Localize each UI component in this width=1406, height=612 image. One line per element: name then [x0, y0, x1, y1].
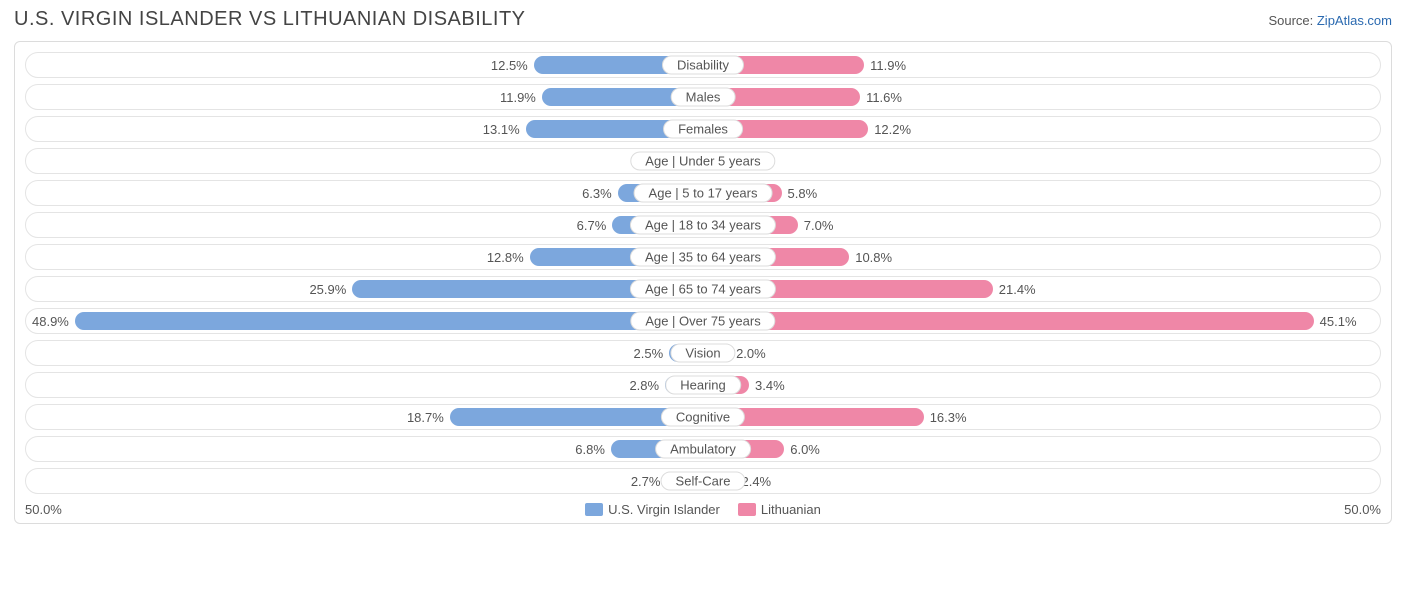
row-left-value: 48.9%	[26, 314, 75, 329]
row-left-half: 6.7%	[26, 213, 703, 237]
row-left-value: 6.3%	[576, 186, 618, 201]
legend-label-left: U.S. Virgin Islander	[608, 502, 720, 517]
chart-row: 6.3% 5.8% Age | 5 to 17 years	[25, 180, 1381, 206]
row-category-label: Age | Over 75 years	[630, 312, 775, 331]
row-category-label: Males	[671, 88, 736, 107]
row-left-value: 12.5%	[485, 58, 534, 73]
row-category-label: Ambulatory	[655, 440, 751, 459]
row-right-half: 11.9%	[703, 53, 1380, 77]
row-category-label: Age | 35 to 64 years	[630, 248, 776, 267]
row-right-value: 45.1%	[1314, 314, 1363, 329]
row-right-value: 16.3%	[924, 410, 973, 425]
row-left-half: 48.9%	[26, 309, 703, 333]
row-left-value: 2.8%	[623, 378, 665, 393]
row-left-value: 2.5%	[628, 346, 670, 361]
chart-title: U.S. VIRGIN ISLANDER VS LITHUANIAN DISAB…	[14, 8, 526, 31]
row-left-value: 18.7%	[401, 410, 450, 425]
axis-right-label: 50.0%	[1344, 502, 1381, 517]
row-category-label: Self-Care	[661, 472, 746, 491]
row-left-value: 6.7%	[571, 218, 613, 233]
chart-row: 11.9% 11.6% Males	[25, 84, 1381, 110]
row-category-label: Age | 65 to 74 years	[630, 280, 776, 299]
row-category-label: Vision	[670, 344, 735, 363]
chart-container: 12.5% 11.9% Disability 11.9% 11.6% Males 13.1%…	[14, 41, 1392, 524]
row-right-value: 10.8%	[849, 250, 898, 265]
row-right-half: 6.0%	[703, 437, 1380, 461]
row-left-value: 13.1%	[477, 122, 526, 137]
legend-swatch-left	[585, 503, 603, 516]
row-right-half: 2.4%	[703, 469, 1380, 493]
row-right-value: 7.0%	[798, 218, 840, 233]
row-right-half: 3.4%	[703, 373, 1380, 397]
row-category-label: Disability	[662, 56, 744, 75]
row-right-value: 11.6%	[860, 90, 908, 105]
row-category-label: Cognitive	[661, 408, 745, 427]
chart-row: 12.5% 11.9% Disability	[25, 52, 1381, 78]
row-left-half: 13.1%	[26, 117, 703, 141]
row-right-value: 12.2%	[868, 122, 917, 137]
axis-left-label: 50.0%	[25, 502, 62, 517]
row-left-value: 6.8%	[569, 442, 611, 457]
chart-footer: 50.0% U.S. Virgin Islander Lithuanian 50…	[25, 502, 1381, 517]
row-right-half: 1.6%	[703, 149, 1380, 173]
row-left-half: 2.8%	[26, 373, 703, 397]
legend-item-right: Lithuanian	[738, 502, 821, 517]
header: U.S. VIRGIN ISLANDER VS LITHUANIAN DISAB…	[14, 8, 1392, 31]
chart-rows: 12.5% 11.9% Disability 11.9% 11.6% Males 13.1%…	[25, 52, 1381, 494]
row-right-half: 5.8%	[703, 181, 1380, 205]
row-left-half: 6.8%	[26, 437, 703, 461]
legend-swatch-right	[738, 503, 756, 516]
row-left-half: 2.7%	[26, 469, 703, 493]
source-link[interactable]: ZipAtlas.com	[1317, 13, 1392, 28]
row-right-value: 6.0%	[784, 442, 826, 457]
row-right-half: 45.1%	[703, 309, 1380, 333]
row-left-value: 12.8%	[481, 250, 530, 265]
chart-row: 6.8% 6.0% Ambulatory	[25, 436, 1381, 462]
row-left-half: 2.5%	[26, 341, 703, 365]
row-right-half: 7.0%	[703, 213, 1380, 237]
row-left-half: 25.9%	[26, 277, 703, 301]
legend-label-right: Lithuanian	[761, 502, 821, 517]
chart-row: 48.9% 45.1% Age | Over 75 years	[25, 308, 1381, 334]
row-left-bar	[75, 312, 703, 330]
chart-row: 12.8% 10.8% Age | 35 to 64 years	[25, 244, 1381, 270]
row-right-value: 2.0%	[730, 346, 772, 361]
row-category-label: Age | 5 to 17 years	[634, 184, 773, 203]
chart-row: 13.1% 12.2% Females	[25, 116, 1381, 142]
source-label: Source:	[1268, 13, 1316, 28]
row-left-half: 6.3%	[26, 181, 703, 205]
row-right-half: 21.4%	[703, 277, 1380, 301]
row-category-label: Females	[663, 120, 743, 139]
row-right-half: 10.8%	[703, 245, 1380, 269]
row-right-value: 21.4%	[993, 282, 1042, 297]
source: Source: ZipAtlas.com	[1268, 13, 1392, 28]
row-category-label: Hearing	[665, 376, 741, 395]
chart-row: 18.7% 16.3% Cognitive	[25, 404, 1381, 430]
legend-item-left: U.S. Virgin Islander	[585, 502, 720, 517]
legend: U.S. Virgin Islander Lithuanian	[62, 502, 1344, 517]
row-right-half: 11.6%	[703, 85, 1380, 109]
row-right-value: 11.9%	[864, 58, 912, 73]
chart-row: 1.3%1.6%Age | Under 5 years	[25, 148, 1381, 174]
row-category-label: Age | Under 5 years	[630, 152, 775, 171]
row-right-value: 3.4%	[749, 378, 791, 393]
row-right-half: 2.0%	[703, 341, 1380, 365]
row-right-half: 12.2%	[703, 117, 1380, 141]
row-right-value: 5.8%	[782, 186, 824, 201]
row-left-value: 11.9%	[494, 90, 542, 105]
chart-row: 2.8% 3.4% Hearing	[25, 372, 1381, 398]
chart-row: 2.7%2.4%Self-Care	[25, 468, 1381, 494]
chart-row: 25.9% 21.4% Age | 65 to 74 years	[25, 276, 1381, 302]
row-left-value: 25.9%	[303, 282, 352, 297]
row-left-half: 12.5%	[26, 53, 703, 77]
row-category-label: Age | 18 to 34 years	[630, 216, 776, 235]
row-right-bar	[703, 312, 1314, 330]
row-left-half: 11.9%	[26, 85, 703, 109]
row-left-half: 1.3%	[26, 149, 703, 173]
row-left-half: 12.8%	[26, 245, 703, 269]
row-left-half: 18.7%	[26, 405, 703, 429]
chart-row: 6.7% 7.0% Age | 18 to 34 years	[25, 212, 1381, 238]
row-right-half: 16.3%	[703, 405, 1380, 429]
chart-row: 2.5% 2.0%Vision	[25, 340, 1381, 366]
